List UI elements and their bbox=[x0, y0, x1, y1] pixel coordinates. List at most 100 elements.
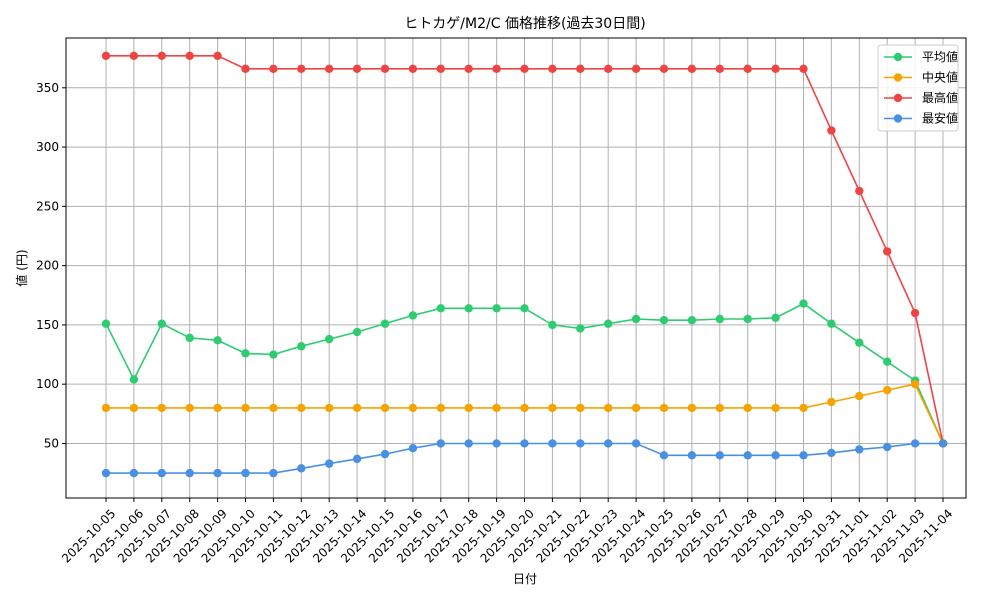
legend-item: 平均値 bbox=[884, 49, 958, 64]
data-point bbox=[492, 439, 501, 448]
data-point bbox=[520, 403, 529, 413]
data-point bbox=[464, 439, 473, 448]
y-axis-ticks: 50 100 150 200 250 300 350 bbox=[36, 81, 66, 450]
data-point bbox=[269, 468, 278, 478]
data-point bbox=[743, 403, 752, 413]
data-point bbox=[910, 379, 920, 389]
data-point bbox=[855, 186, 864, 196]
y-tick-label: 200 bbox=[36, 259, 59, 273]
data-point bbox=[855, 338, 864, 347]
data-point bbox=[771, 403, 780, 413]
data-point bbox=[743, 314, 752, 324]
chart-title: ヒトカゲ/M2/C 価格推移(過去30日間) bbox=[404, 16, 645, 32]
y-tick-label: 100 bbox=[36, 377, 59, 391]
y-tick-label: 300 bbox=[36, 140, 59, 154]
data-point bbox=[269, 350, 278, 359]
data-point bbox=[241, 468, 250, 478]
data-point bbox=[157, 319, 166, 328]
data-point bbox=[492, 64, 501, 74]
data-point bbox=[436, 403, 445, 413]
data-point bbox=[241, 349, 250, 358]
data-point bbox=[715, 403, 724, 413]
y-tick-label: 50 bbox=[44, 436, 59, 450]
data-point bbox=[631, 403, 641, 413]
data-point bbox=[129, 375, 139, 384]
series-4 bbox=[101, 439, 948, 478]
data-point bbox=[352, 454, 362, 464]
data-point bbox=[631, 439, 641, 448]
data-point bbox=[687, 64, 697, 74]
data-point bbox=[241, 64, 250, 74]
data-point bbox=[771, 64, 780, 74]
data-point bbox=[492, 403, 501, 413]
data-point bbox=[659, 64, 669, 74]
data-point bbox=[352, 327, 362, 337]
data-point bbox=[771, 313, 780, 322]
data-point bbox=[548, 403, 557, 413]
data-point bbox=[297, 464, 306, 473]
data-point bbox=[464, 304, 473, 313]
data-point bbox=[464, 64, 473, 74]
data-point bbox=[576, 403, 585, 413]
data-point bbox=[129, 403, 139, 413]
legend-box bbox=[877, 44, 959, 132]
data-point bbox=[520, 64, 529, 74]
data-point bbox=[771, 451, 780, 460]
data-point bbox=[548, 64, 557, 74]
data-point bbox=[157, 468, 166, 478]
data-point bbox=[129, 51, 139, 60]
series-layer bbox=[101, 51, 948, 478]
data-point bbox=[464, 403, 473, 413]
grid bbox=[66, 38, 966, 498]
legend-marker bbox=[893, 73, 903, 82]
y-axis-label: 値 (円) bbox=[14, 249, 29, 286]
data-point bbox=[269, 64, 278, 74]
data-point bbox=[157, 403, 166, 413]
data-point bbox=[883, 385, 892, 395]
y-tick-label: 350 bbox=[36, 81, 59, 95]
data-point bbox=[325, 403, 334, 413]
data-point bbox=[883, 442, 892, 452]
data-point bbox=[799, 299, 808, 308]
data-point bbox=[687, 315, 697, 325]
legend-marker bbox=[893, 93, 903, 103]
data-point bbox=[101, 51, 111, 60]
legend-item: 中央値 bbox=[884, 70, 958, 85]
data-point bbox=[855, 391, 864, 401]
data-point bbox=[325, 334, 334, 344]
legend-label: 最安値 bbox=[922, 111, 958, 126]
data-point bbox=[576, 439, 585, 448]
data-point bbox=[520, 439, 529, 448]
data-point bbox=[380, 449, 390, 459]
data-point bbox=[687, 451, 697, 460]
data-point bbox=[743, 64, 752, 74]
y-tick-label: 150 bbox=[36, 318, 59, 332]
legend-label: 中央値 bbox=[922, 70, 958, 85]
data-point bbox=[743, 451, 752, 460]
data-point bbox=[213, 403, 222, 413]
data-point bbox=[715, 64, 724, 74]
data-point bbox=[297, 342, 306, 351]
data-point bbox=[408, 311, 418, 320]
data-point bbox=[185, 468, 194, 478]
data-point bbox=[604, 439, 613, 448]
data-point bbox=[241, 403, 250, 413]
legend-item: 最安値 bbox=[884, 111, 958, 126]
data-point bbox=[157, 51, 166, 60]
data-point bbox=[380, 403, 390, 413]
data-point bbox=[352, 403, 362, 413]
data-point bbox=[352, 64, 362, 74]
data-point bbox=[325, 64, 334, 74]
data-point bbox=[910, 308, 920, 318]
data-point bbox=[408, 64, 418, 74]
legend-label: 平均値 bbox=[922, 49, 958, 64]
data-point bbox=[604, 403, 613, 413]
data-point bbox=[715, 314, 724, 324]
data-point bbox=[548, 439, 557, 448]
data-point bbox=[297, 403, 306, 413]
data-point bbox=[185, 403, 194, 413]
data-point bbox=[910, 439, 920, 448]
data-point bbox=[408, 444, 418, 453]
